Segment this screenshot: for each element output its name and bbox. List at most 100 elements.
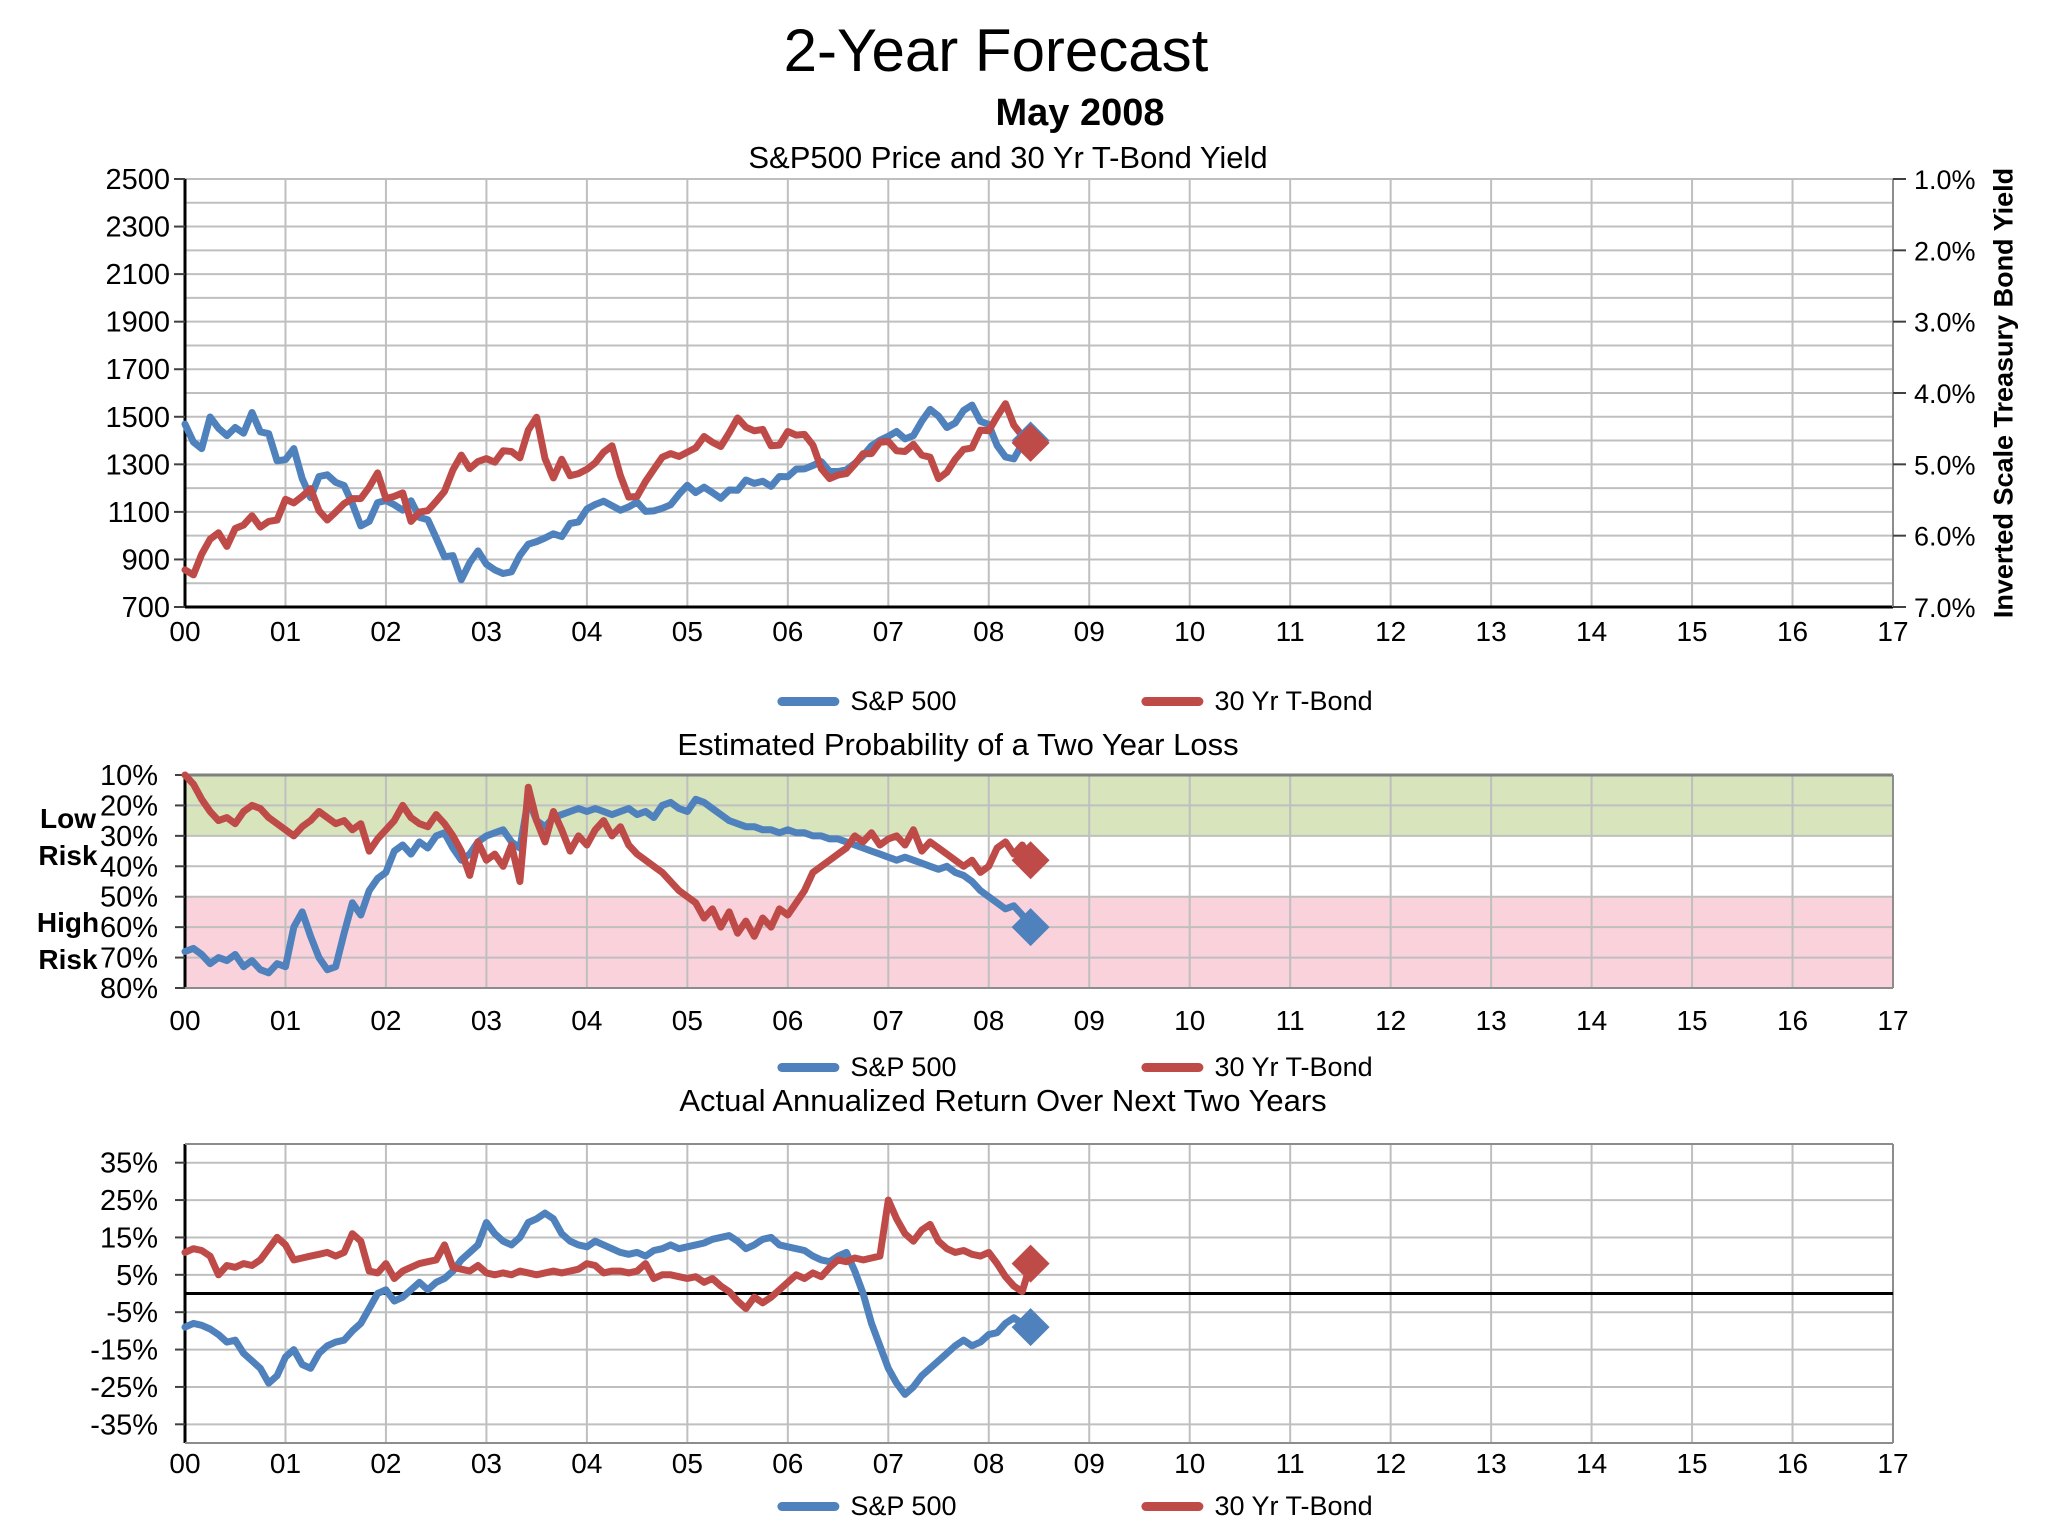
actual-return-legend: S&P 500 30 Yr T-Bond: [777, 1491, 1373, 1522]
tick-label: 12: [1375, 1005, 1406, 1036]
tick-label: 06: [772, 1005, 803, 1036]
tick-label: -15%: [90, 1335, 158, 1367]
sp500-line-swatch-icon: [777, 1502, 840, 1511]
tick-label: 40%: [100, 851, 158, 883]
tick-label: 08: [973, 616, 1004, 647]
forecast-diamond-marker: [1011, 841, 1050, 880]
tick-label: 6.0%: [1914, 522, 1976, 552]
tick-label: 25%: [100, 1185, 158, 1217]
tick-label: 00: [169, 616, 200, 647]
tick-label: 14: [1576, 1448, 1607, 1479]
tick-label: 70%: [100, 943, 158, 975]
tick-label: 13: [1476, 1448, 1507, 1479]
tick-label: 15: [1676, 1448, 1707, 1479]
sp500-line-swatch-icon: [777, 697, 840, 706]
tick-label: 5%: [116, 1260, 158, 1292]
tick-label: 02: [370, 1448, 401, 1479]
tick-label: 15: [1676, 616, 1707, 647]
legend-item-sp500: S&P 500: [777, 686, 956, 717]
tick-label: 11: [1276, 616, 1305, 647]
tick-label: 16: [1777, 616, 1808, 647]
tick-label: -25%: [90, 1372, 158, 1404]
tick-label: 30%: [100, 821, 158, 853]
tick-label: 02: [370, 1005, 401, 1036]
tick-label: 05: [672, 1005, 703, 1036]
tick-label: 10%: [100, 760, 158, 792]
actual-return-chart: [175, 1143, 1894, 1444]
tick-label: 700: [122, 592, 170, 624]
series-line-30-yr-t-bond: [181, 1196, 1035, 1312]
right-axis-title: Inverted Scale Treasury Bond Yield: [1988, 167, 2019, 619]
forecast-diamond-marker: [1011, 423, 1050, 462]
tick-label: 14: [1576, 616, 1607, 647]
tick-label: 09: [1074, 1448, 1105, 1479]
price-yield-axis-labels: 250023002100190017001500130011009007001.…: [105, 164, 1975, 647]
tick-label: 07: [873, 616, 904, 647]
tick-label: 17: [1877, 1005, 1908, 1036]
tick-label: 16: [1777, 1448, 1808, 1479]
tick-label: 00: [169, 1005, 200, 1036]
tick-label: 14: [1576, 1005, 1607, 1036]
tick-label: 01: [270, 616, 301, 647]
legend-item-tbond: 30 Yr T-Bond: [1141, 1491, 1373, 1522]
tick-label: 10: [1174, 1448, 1205, 1479]
tick-label: 01: [270, 1448, 301, 1479]
series-line-s&p-500: [181, 795, 1035, 977]
tick-label: 08: [973, 1005, 1004, 1036]
loss-probability-axis-labels: 10%20%30%40%50%60%70%80% 00 01 02 03 04 05 06 07…: [100, 760, 1909, 1036]
tick-label: 13: [1476, 616, 1507, 647]
tick-label: 09: [1074, 1005, 1105, 1036]
high-risk-label: High Risk: [36, 907, 100, 975]
tick-label: 3.0%: [1914, 308, 1976, 338]
tick-label: 1100: [108, 497, 170, 529]
series-line-30-yr-t-bond: [181, 771, 1035, 940]
legend-item-tbond: 30 Yr T-Bond: [1141, 1052, 1373, 1083]
tick-label: 05: [672, 616, 703, 647]
tbond-line-swatch-icon: [1141, 1063, 1204, 1072]
tick-label: 13: [1476, 1005, 1507, 1036]
legend-item-tbond: 30 Yr T-Bond: [1141, 686, 1373, 717]
tick-label: 900: [122, 544, 170, 576]
tick-label: 02: [370, 616, 401, 647]
tick-label: 09: [1074, 616, 1105, 647]
tick-label: 5.0%: [1914, 450, 1976, 480]
tick-label: 2.0%: [1914, 236, 1976, 266]
series-line-s&p-500: [181, 1209, 1035, 1398]
low-risk-label: Low Risk: [38, 803, 98, 871]
tick-label: 50%: [100, 882, 158, 914]
tick-label: 04: [571, 616, 602, 647]
legend-label: S&P 500: [850, 1052, 957, 1082]
tick-label: 15: [1676, 1005, 1707, 1036]
tick-label: 1300: [105, 449, 170, 481]
tick-label: 1700: [105, 354, 170, 386]
tick-label: 1900: [105, 307, 170, 339]
tick-label: 08: [973, 1448, 1004, 1479]
tick-label: 2100: [105, 259, 170, 291]
tick-label: 06: [772, 1448, 803, 1479]
tick-label: 11: [1276, 1005, 1305, 1036]
tick-label: 07: [873, 1005, 904, 1036]
tick-label: -35%: [90, 1409, 158, 1441]
tick-label: 10: [1174, 1005, 1205, 1036]
legend-item-sp500: S&P 500: [777, 1491, 956, 1522]
legend-label: 30 Yr T-Bond: [1214, 1052, 1373, 1082]
tick-label: 2300: [105, 212, 170, 244]
tick-label: 20%: [100, 790, 158, 822]
tick-label: 80%: [100, 973, 158, 1005]
tick-label: 2500: [105, 164, 170, 196]
legend-item-sp500: S&P 500: [777, 1052, 956, 1083]
tick-label: 12: [1375, 616, 1406, 647]
tick-label: 10: [1174, 616, 1205, 647]
series-line-s&p-500: [181, 401, 1035, 584]
loss-probability-chart: [175, 771, 1894, 989]
loss-probability-legend: S&P 500 30 Yr T-Bond: [777, 1052, 1373, 1083]
tick-label: 04: [571, 1448, 602, 1479]
tick-label: 35%: [100, 1148, 158, 1180]
series-line-30-yr-t-bond: [181, 400, 1035, 579]
tick-label: 06: [772, 616, 803, 647]
tick-label: 03: [471, 616, 502, 647]
tick-label: -5%: [106, 1297, 158, 1329]
tick-label: 15%: [100, 1222, 158, 1254]
